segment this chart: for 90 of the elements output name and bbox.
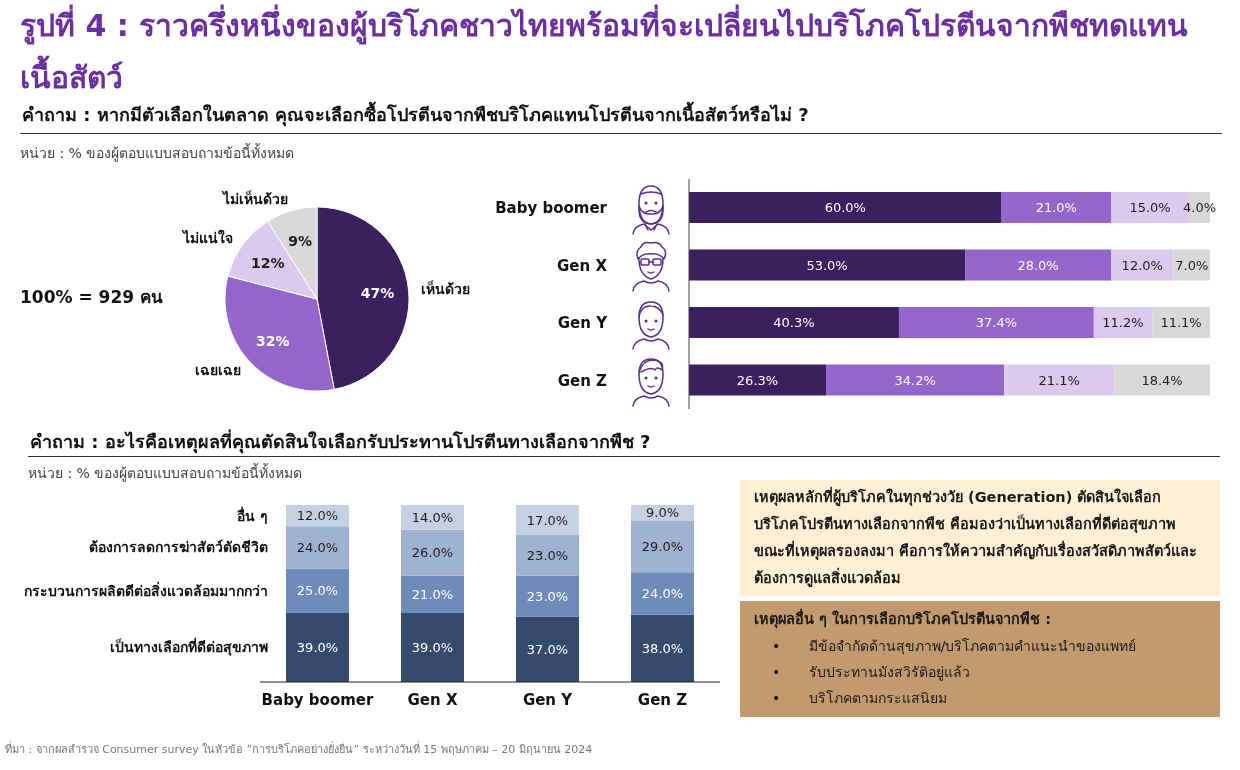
chart-subtitle: คำถาม : หากมีตัวเลือกในตลาด คุณจะเลือกซื้อโปรตีนจากพืชบริโภคแทนโปรตีนจากเนื้อสัตว์หรือไม่ ?	[22, 100, 809, 129]
data-label: 23.0%	[526, 588, 569, 604]
bar	[516, 535, 579, 576]
text: • มีข้อจำกัดด้านสุขภาพ/บริโภคตามคำแนะนำของแพทย์	[772, 638, 1137, 654]
data-label: 14.0%	[411, 509, 454, 525]
bar	[631, 520, 694, 573]
y-tick-label: Baby boomer	[495, 199, 608, 218]
y-tick-label: Gen Y	[557, 314, 609, 333]
slice-label: ไม่เห็นด้วย	[220, 190, 288, 208]
data-label: 47%	[360, 285, 395, 302]
bar	[401, 529, 464, 576]
text: หน่วย : % ของผู้ตอบแบบสอบถามข้อนี้ทั้งหมด	[20, 142, 295, 164]
bar	[689, 307, 899, 338]
bar	[1004, 364, 1115, 396]
data-label: 11.1%	[1160, 315, 1202, 330]
bar	[689, 364, 827, 396]
data-label: 53.0%	[806, 257, 848, 273]
data-label: 32%	[255, 332, 290, 349]
text: เหตุผลหลักที่ผู้บริโภคในทุกช่วงวัย (Generation) ตัดสินใจเลือกบริโภคโปรตีนทางเลือกจากพืช คือมองว่าเป็นทางเลือกที่ดีต่อสุขภาพ ขณะที่เหตุผลรองลงมา คือการให้ความสำคัญกับเรื่องสวัสดิภาพสัตว์และต้องการดูแลสิ่งแวดล้อม	[754, 485, 1199, 589]
data-label: 60.0%	[824, 200, 866, 215]
series-label: เป็นทางเลือกที่ดีต่อสุขภาพ	[110, 637, 268, 657]
text: หน่วย : % ของผู้ตอบแบบสอบถามข้อนี้ทั้งหมด	[28, 462, 303, 484]
data-label: 9.0%	[645, 505, 680, 521]
y-tick-label: Gen X	[557, 256, 608, 275]
bar	[1114, 364, 1210, 396]
series-label: กระบวนการผลิตดีต่อสิ่งแวดล้อมมากกว่า	[24, 580, 268, 599]
bar	[689, 192, 1002, 223]
bar	[1001, 192, 1112, 223]
data-label: 21.0%	[1035, 200, 1077, 215]
data-label: 26.3%	[736, 372, 779, 388]
text: • บริโภคตามกระแสนิยม	[772, 690, 947, 706]
data-label: 17.0%	[526, 512, 569, 528]
bar	[631, 572, 694, 615]
data-label: 15.0%	[1129, 200, 1171, 215]
slice-label: เห็นด้วย	[420, 280, 470, 298]
bar	[689, 249, 966, 281]
text: รูปที่ 4 : ราวครึ่งหนึ่งของผู้บริโภคชาวไทยพร้อมที่จะเปลี่ยนไปบริโภคโปรตีนจากพืชทดแทนเนื้อสัตว์	[20, 3, 1190, 97]
bar	[826, 364, 1005, 396]
x-tick-label: Gen Y	[522, 690, 574, 709]
data-label: 37.0%	[526, 641, 569, 657]
data-label: 34.2%	[894, 372, 936, 388]
x-tick-label: Gen X	[407, 690, 458, 709]
data-label: 12%	[251, 255, 285, 272]
bar	[286, 568, 349, 613]
slice-label: เฉยเฉย	[195, 362, 242, 379]
x-tick-label: Baby boomer	[261, 690, 375, 709]
data-label: 7.0%	[1175, 257, 1209, 273]
data-label: 39.0%	[296, 639, 339, 655]
x-tick-label: Gen Z	[637, 690, 688, 709]
bar	[401, 612, 464, 682]
text: • รับประทานมังสวิรัติอยู่แล้ว	[772, 664, 970, 680]
data-label: 21.1%	[1038, 372, 1080, 388]
bar	[516, 616, 579, 682]
bar	[1093, 307, 1153, 338]
bar	[1152, 307, 1210, 338]
bar	[898, 307, 1094, 338]
data-label: 12.0%	[1121, 257, 1163, 273]
y-tick-label: Gen Z	[557, 371, 608, 390]
data-label: 38.0%	[641, 640, 684, 656]
data-label: 26.0%	[411, 545, 454, 561]
data-label: 23.0%	[526, 547, 569, 563]
series-label: อื่น ๆ	[237, 505, 268, 524]
bar	[631, 614, 694, 682]
data-label: 39.0%	[411, 639, 454, 655]
data-label: 18.4%	[1141, 372, 1183, 388]
bar	[286, 526, 349, 569]
bar	[1111, 249, 1174, 281]
data-label: 4.0%	[1183, 200, 1217, 215]
slice-label: ไม่แน่ใจ	[180, 228, 233, 246]
bar	[516, 575, 579, 617]
bar	[401, 575, 464, 613]
series-label: ต้องการลดการฆ่าสัตว์ตัดชีวิต	[89, 539, 268, 556]
data-label: 28.0%	[1017, 257, 1059, 273]
bar	[516, 505, 579, 536]
chart-title: คำถาม : อะไรคือเหตุผลที่คุณตัดสินใจเลือกรับประทานโปรตีนทางเลือกจากพืช ?	[30, 428, 651, 456]
data-label: 21.0%	[411, 586, 454, 602]
data-label: 29.0%	[641, 539, 684, 555]
bar	[965, 249, 1112, 281]
data-label: 40.3%	[773, 315, 815, 330]
data-label: 24.0%	[641, 586, 684, 601]
data-label: 24.0%	[296, 539, 339, 555]
data-label: 12.0%	[296, 508, 339, 524]
data-label: 25.0%	[296, 583, 339, 599]
text: ที่มา : จากผลสำรวจ Consumer survey ในหัวข้อ “การบริโภคอย่างยั่งยืน” ระหว่างวันที่ 15 พฤษภาคม – 20 มิถุนายน 2024	[5, 740, 593, 758]
bar	[286, 612, 349, 682]
data-label: 37.4%	[975, 315, 1018, 330]
text: 100% = 929 คน	[20, 286, 164, 309]
data-label: 11.2%	[1102, 315, 1144, 330]
text: เหตุผลอื่น ๆ ในการเลือกบริโภคโปรตีนจากพืช :	[754, 607, 1052, 630]
data-label: 9%	[288, 232, 312, 249]
